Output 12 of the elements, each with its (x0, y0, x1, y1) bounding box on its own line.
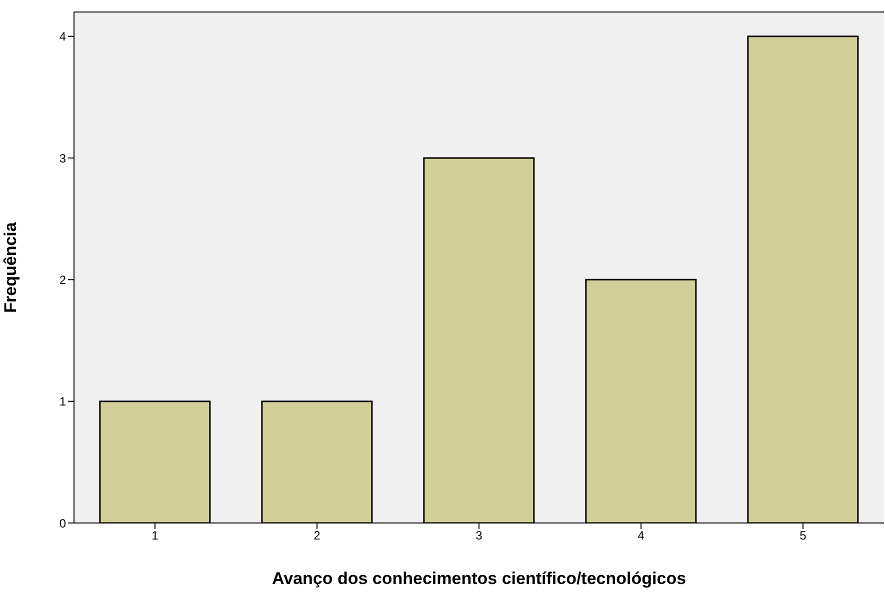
y-tick-label: 4 (59, 30, 66, 44)
y-tick-label: 3 (59, 151, 66, 166)
x-tick-label: 3 (476, 528, 483, 543)
y-axis-title: Frequência (1, 222, 20, 313)
x-tick-label: 1 (152, 528, 159, 543)
x-tick-label: 4 (638, 528, 645, 543)
x-tick-label: 2 (314, 528, 321, 543)
y-tick-label: 0 (59, 516, 66, 530)
y-tick-label: 1 (59, 394, 66, 409)
x-axis-title: Avanço dos conhecimentos científico/tecnológicos (272, 569, 686, 588)
y-tick-label: 2 (59, 272, 66, 287)
x-tick-label: 5 (800, 528, 807, 543)
